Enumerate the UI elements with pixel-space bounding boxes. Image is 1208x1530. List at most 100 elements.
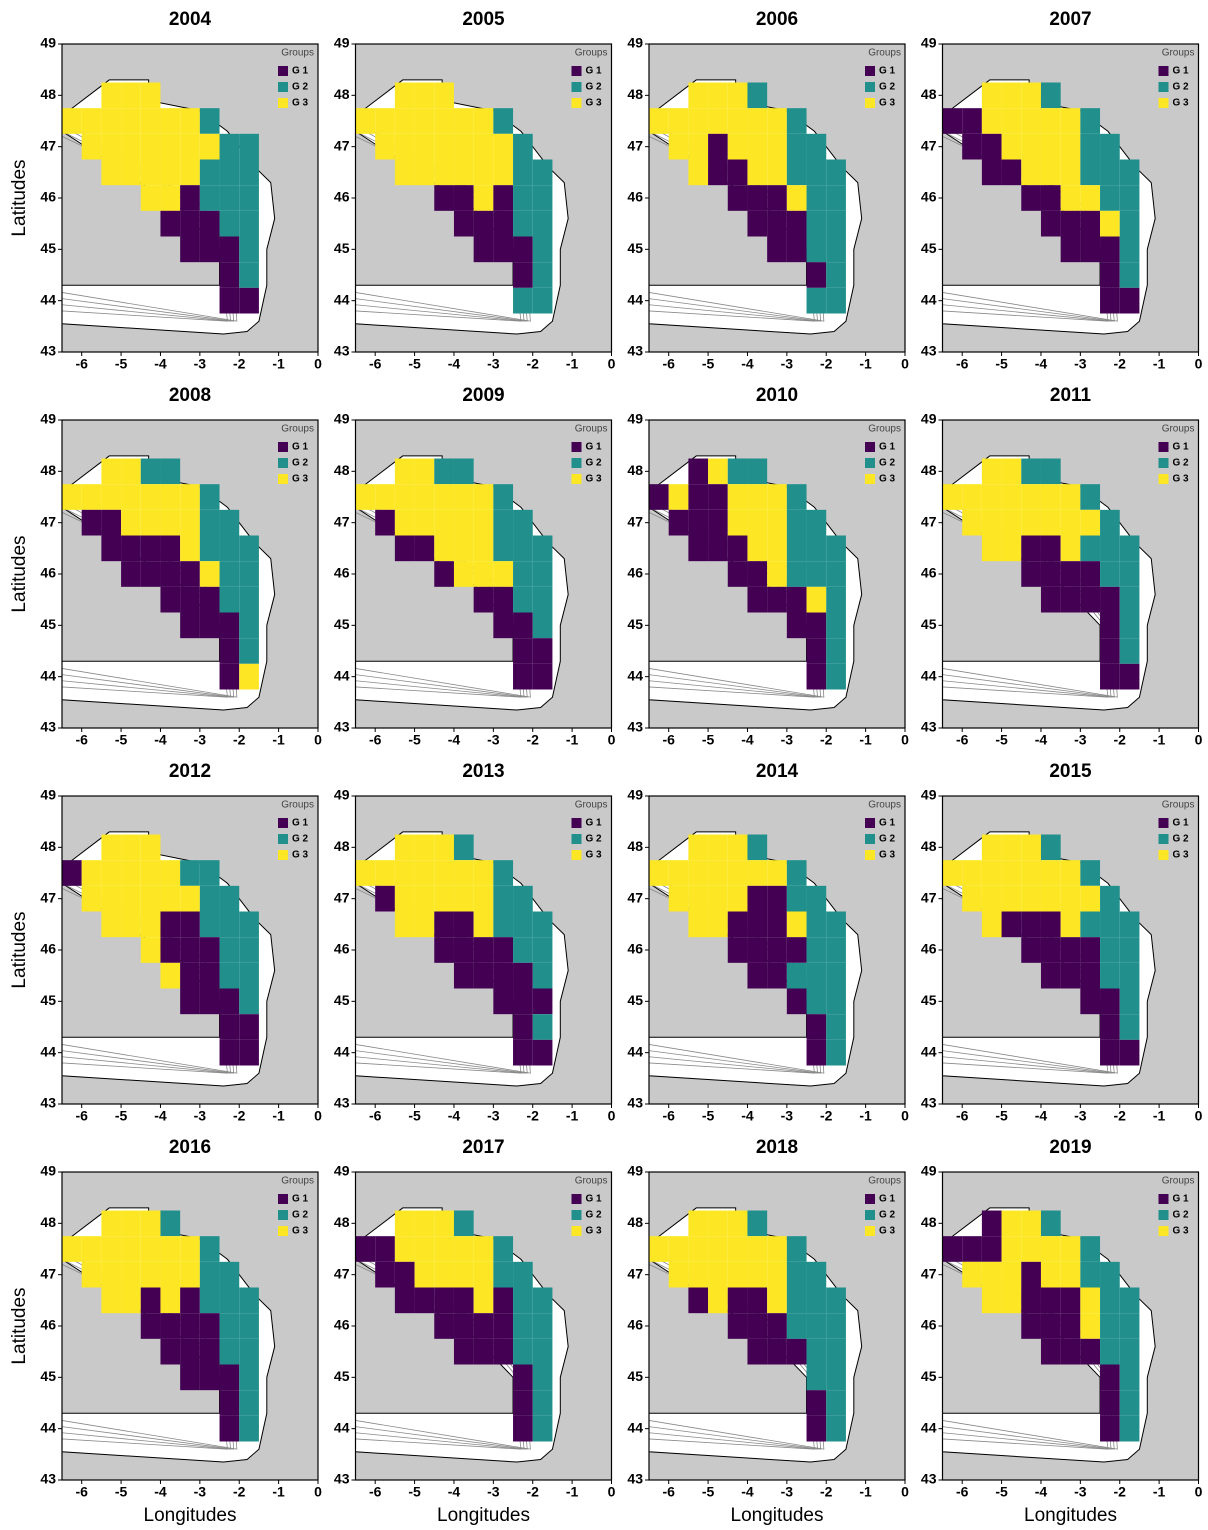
grid-cell: [219, 612, 240, 639]
y-tick-label: 44: [40, 1419, 56, 1435]
x-tick-label: -5: [702, 356, 715, 372]
grid-cell: [1100, 236, 1120, 263]
x-tick-label: -3: [1074, 1484, 1087, 1500]
grid-cell: [1001, 1236, 1022, 1262]
grid-cell: [688, 535, 709, 562]
y-tick-label: 45: [334, 240, 350, 256]
y-tick-label: 45: [334, 616, 350, 632]
grid-cell: [1119, 988, 1140, 1015]
grid-cell: [513, 1390, 533, 1416]
grid-cell: [786, 484, 807, 510]
legend-label: G 3: [1173, 98, 1190, 109]
grid-cell: [1040, 82, 1061, 109]
grid-cell: [355, 108, 376, 134]
grid-cell: [160, 962, 181, 989]
grid-cell: [140, 561, 161, 587]
x-tick-label: -1: [859, 1484, 872, 1500]
x-tick-label: -2: [527, 732, 540, 748]
grid-cell: [806, 535, 827, 562]
y-tick-label: 43: [921, 1095, 937, 1111]
legend-label: G 1: [292, 66, 309, 77]
grid-cell: [806, 1364, 827, 1391]
grid-cell: [453, 185, 474, 211]
grid-cell: [708, 885, 728, 912]
grid-cell: [727, 159, 748, 186]
grid-cell: [688, 159, 709, 186]
y-tick-label: 47: [40, 1265, 56, 1281]
legend-swatch: [1158, 850, 1169, 860]
legend-label: G 2: [292, 834, 309, 845]
grid-cell: [786, 612, 807, 639]
grid-cell: [942, 484, 963, 510]
grid-cell: [394, 82, 415, 109]
grid-cell: [513, 663, 533, 690]
grid-cell: [513, 962, 533, 989]
grid-cell: [394, 159, 415, 186]
grid-cell: [747, 108, 768, 134]
grid-cell: [1100, 911, 1120, 938]
y-tick-label: 44: [40, 1043, 56, 1059]
grid-cell: [826, 210, 846, 237]
grid-cell: [101, 535, 122, 562]
x-tick-label: -3: [781, 356, 794, 372]
grid-cell: [180, 1313, 200, 1339]
y-tick-label: 46: [40, 1317, 56, 1333]
legend-label: G 3: [879, 1226, 896, 1237]
grid-cell: [1001, 133, 1022, 160]
y-tick-label: 47: [921, 889, 937, 905]
grid-cell: [1040, 210, 1061, 237]
grid-cell: [434, 108, 454, 134]
grid-cell: [62, 860, 82, 886]
grid-cell: [239, 1390, 259, 1416]
legend-title: Groups: [281, 424, 314, 435]
grid-cell: [394, 108, 415, 134]
grid-cell: [239, 185, 259, 211]
grid-cell: [160, 133, 181, 160]
grid-cell: [688, 860, 709, 886]
y-tick-label: 45: [921, 992, 937, 1008]
grid-cell: [826, 561, 846, 587]
grid-cell: [1119, 586, 1140, 613]
y-tick-label: 48: [334, 86, 350, 102]
x-tick-label: -6: [75, 356, 88, 372]
grid-cell: [199, 1338, 220, 1365]
grid-cell: [199, 561, 220, 587]
grid-cell: [493, 586, 514, 613]
y-tick-label: 46: [40, 565, 56, 581]
grid-cell: [180, 236, 200, 263]
grid-cell: [121, 535, 141, 562]
grid-cell: [767, 108, 787, 134]
grid-cell: [1001, 834, 1022, 861]
x-tick-label: -1: [859, 356, 872, 372]
legend-label: G 2: [1173, 834, 1190, 845]
grid-cell: [708, 133, 728, 160]
grid-cell: [239, 561, 259, 587]
grid-cell: [786, 1338, 807, 1365]
grid-cell: [727, 1210, 748, 1237]
grid-cell: [1021, 108, 1041, 134]
grid-cell: [513, 210, 533, 237]
grid-cell: [1060, 159, 1081, 186]
grid-cell: [806, 1014, 827, 1040]
grid-cell: [62, 108, 82, 134]
grid-cell: [532, 937, 553, 963]
x-tick-label: -2: [1114, 732, 1127, 748]
legend-label: G 3: [1173, 474, 1190, 485]
grid-cell: [160, 484, 181, 510]
grid-cell: [962, 885, 982, 912]
grid-cell: [688, 911, 709, 938]
grid-cell: [532, 1014, 553, 1040]
grid-cell: [806, 1261, 827, 1288]
grid-cell: [453, 133, 474, 160]
grid-cell: [786, 561, 807, 587]
grid-cell: [493, 561, 514, 587]
grid-cell: [62, 484, 82, 510]
x-tick-label: -6: [956, 1108, 969, 1124]
grid-cell: [747, 185, 768, 211]
grid-cell: [962, 108, 982, 134]
grid-cell: [1100, 962, 1120, 989]
grid-cell: [1001, 860, 1022, 886]
grid-cell: [708, 860, 728, 886]
grid-cell: [806, 1390, 827, 1416]
x-tick-label: -6: [369, 356, 382, 372]
